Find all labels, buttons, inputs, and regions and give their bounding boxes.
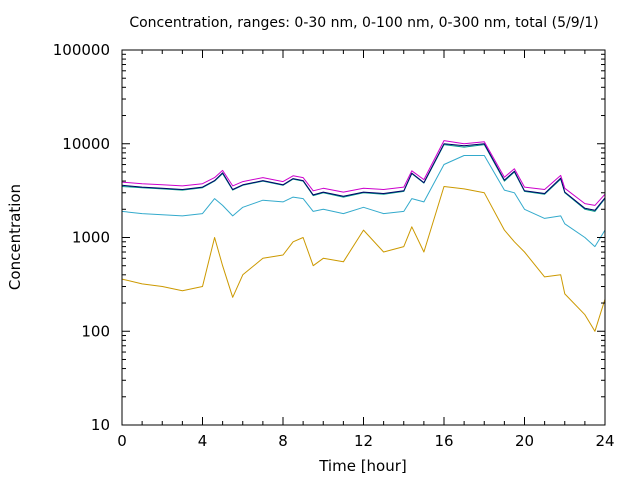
- x-tick-label: 4: [198, 432, 208, 450]
- x-tick-label: 8: [278, 432, 288, 450]
- x-tick-label: 16: [434, 432, 453, 450]
- axis-layer: 0 4 8 12 16 20 24 10 100 1000 10000 100000: [53, 41, 615, 450]
- y-tick-label: 10000: [62, 135, 110, 153]
- x-tick-label: 12: [354, 432, 373, 450]
- series-line-5: [121, 140, 606, 206]
- series-line-3: [121, 144, 606, 212]
- y-tick-label: 1000: [72, 229, 110, 247]
- y-axis-label: Concentration: [6, 184, 24, 290]
- series-line-4: [121, 143, 606, 211]
- x-tick-label: 0: [117, 432, 127, 450]
- x-axis-label: Time [hour]: [318, 457, 407, 475]
- y-tick-label: 10: [91, 416, 110, 434]
- chart-title: Concentration, ranges: 0-30 nm, 0-100 nm…: [129, 15, 598, 31]
- series-layer: [121, 140, 606, 332]
- y-tick-label: 100000: [53, 41, 110, 59]
- x-tick-label: 24: [595, 432, 614, 450]
- series-line-2: [121, 155, 606, 248]
- plot-frame: [121, 49, 606, 426]
- x-tick-label: 20: [515, 432, 534, 450]
- series-line-1: [121, 186, 606, 332]
- y-tick-label: 100: [81, 322, 110, 340]
